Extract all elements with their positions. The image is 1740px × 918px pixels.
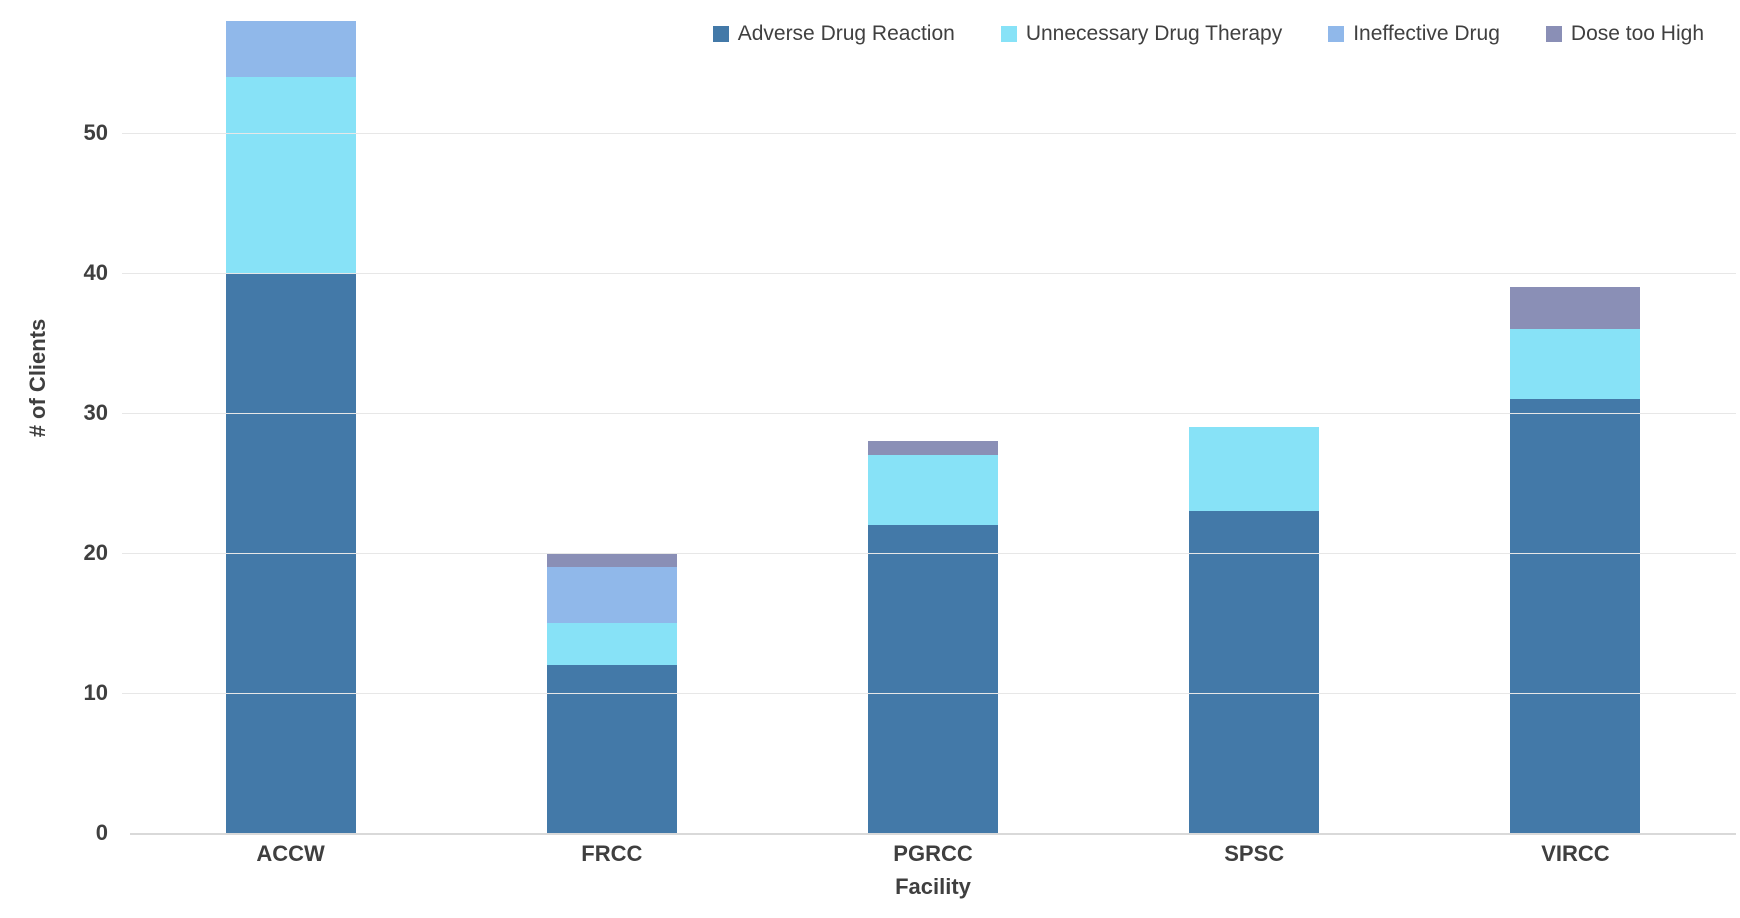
y-tick-label-0: 0: [95, 820, 108, 845]
category-slot-spsc: [1094, 0, 1415, 833]
legend-swatch-icon: [712, 26, 729, 42]
legend-item-ineffective-drug: Ineffective Drug: [1328, 22, 1500, 46]
category-slot-accw: [130, 0, 451, 833]
bar-segment-vircc-unnecessary-drug-therapy: [1510, 329, 1641, 399]
y-tick-label-40: 40: [83, 260, 108, 285]
bar-segment-vircc-dose-too-high: [1510, 287, 1641, 329]
gridline-20: [122, 553, 1736, 554]
legend-label: Dose too High: [1570, 22, 1704, 45]
legend-swatch-icon: [1545, 26, 1562, 42]
bar-segment-frcc-ineffective-drug: [546, 567, 677, 623]
legend-item-unnecessary-drug-therapy: Unnecessary Drug Therapy: [1000, 22, 1283, 46]
bar-segment-pgrcc-unnecessary-drug-therapy: [868, 455, 998, 525]
x-axis-labels: ACCW FRCC PGRCC SPSC VIRCC: [130, 841, 1736, 867]
gridline-40: [122, 273, 1736, 274]
category-slot-frcc: [451, 0, 772, 833]
bar-pgrcc: [868, 441, 998, 833]
y-tick-label-10: 10: [83, 680, 108, 705]
x-label-spsc: SPSC: [1224, 841, 1285, 866]
x-label-pgrcc: PGRCC: [893, 841, 973, 866]
legend-item-adverse-drug-reaction: Adverse Drug Reaction: [712, 22, 955, 46]
bar-slots: [130, 0, 1736, 833]
legend-swatch-icon: [1328, 26, 1345, 42]
gridline-50: [122, 133, 1736, 134]
plot-area: [122, 0, 1736, 835]
bar-segment-pgrcc-dose-too-high: [868, 441, 998, 455]
bar-segment-accw-ineffective-drug: [225, 21, 356, 77]
bar-segment-accw-unnecessary-drug-therapy: [225, 77, 356, 273]
category-slot-vircc: [1415, 0, 1736, 833]
bar-segment-spsc-adverse-drug-reaction: [1189, 511, 1320, 833]
legend-label: Ineffective Drug: [1353, 22, 1500, 45]
legend-item-dose-too-high: Dose too High: [1545, 22, 1704, 46]
x-label-frcc: FRCC: [581, 841, 643, 866]
bar-segment-pgrcc-adverse-drug-reaction: [868, 525, 998, 833]
y-tick-label-20: 20: [83, 540, 108, 565]
legend-label: Unnecessary Drug Therapy: [1025, 22, 1283, 45]
x-axis-title: Facility: [895, 874, 971, 899]
legend-label: Adverse Drug Reaction: [737, 22, 955, 45]
bar-segment-spsc-unnecessary-drug-therapy: [1189, 427, 1320, 511]
gridline-10: [122, 693, 1736, 694]
legend: Adverse Drug Reaction Unnecessary Drug Th…: [712, 22, 1704, 46]
bar-segment-frcc-unnecessary-drug-therapy: [546, 623, 677, 665]
bar-vircc: [1510, 287, 1641, 833]
bar-segment-frcc-dose-too-high: [546, 553, 677, 567]
bar-segment-frcc-adverse-drug-reaction: [546, 665, 677, 833]
bar-spsc: [1189, 427, 1320, 833]
gridline-30: [122, 413, 1736, 414]
bar-segment-vircc-adverse-drug-reaction: [1510, 399, 1641, 833]
x-label-accw: ACCW: [256, 841, 325, 866]
legend-swatch-icon: [1000, 26, 1017, 42]
x-label-vircc: VIRCC: [1541, 841, 1610, 866]
y-tick-label-50: 50: [83, 120, 108, 145]
y-tick-label-30: 30: [83, 400, 108, 425]
category-slot-pgrcc: [772, 0, 1093, 833]
bar-accw: [225, 21, 356, 833]
